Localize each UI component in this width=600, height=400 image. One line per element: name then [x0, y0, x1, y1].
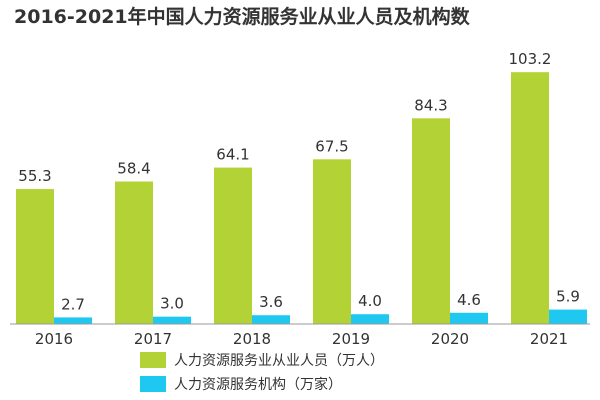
data-label: 55.3: [18, 167, 51, 185]
institutions-bar: [153, 316, 191, 324]
legend-swatch: [140, 376, 166, 392]
x-tick-label: 2017: [134, 330, 172, 348]
data-label: 5.9: [556, 288, 580, 306]
data-label: 67.5: [315, 137, 348, 155]
institutions-bar: [351, 314, 389, 324]
institutions-bar: [549, 309, 587, 324]
institutions-bar: [54, 317, 92, 324]
x-tick-label: 2019: [332, 330, 370, 348]
employees-bar: [412, 118, 450, 324]
employees-bar: [214, 167, 252, 324]
data-label: 4.0: [358, 292, 382, 310]
x-tick-label: 2016: [35, 330, 73, 348]
data-label: 3.6: [259, 293, 283, 311]
data-label: 84.3: [414, 96, 447, 114]
institutions-bar: [252, 315, 290, 324]
x-tick-label: 2021: [530, 330, 568, 348]
data-label: 2.7: [61, 295, 85, 313]
data-label: 58.4: [117, 160, 150, 178]
legend-label: 人力资源服务机构（万家）: [174, 377, 342, 393]
employees-bar: [511, 72, 549, 324]
employees-bar: [16, 189, 54, 324]
data-label: 4.6: [457, 291, 481, 309]
chart-title: 2016-2021年中国人力资源服务业从业人员及机构数: [14, 6, 470, 28]
legend-item-institutions: 人力资源服务机构（万家）: [140, 374, 342, 394]
legend-label: 人力资源服务业从业人员（万人）: [174, 353, 384, 369]
x-tick-label: 2020: [431, 330, 469, 348]
institutions-bar: [450, 312, 488, 324]
data-label: 3.0: [160, 295, 184, 313]
x-tick-label: 2018: [233, 330, 271, 348]
legend-swatch: [140, 352, 166, 368]
legend-item-employees: 人力资源服务业从业人员（万人）: [140, 350, 384, 370]
employees-bar: [115, 181, 153, 324]
employees-bar: [313, 159, 351, 324]
data-label: 103.2: [509, 50, 552, 68]
data-label: 64.1: [216, 146, 249, 164]
